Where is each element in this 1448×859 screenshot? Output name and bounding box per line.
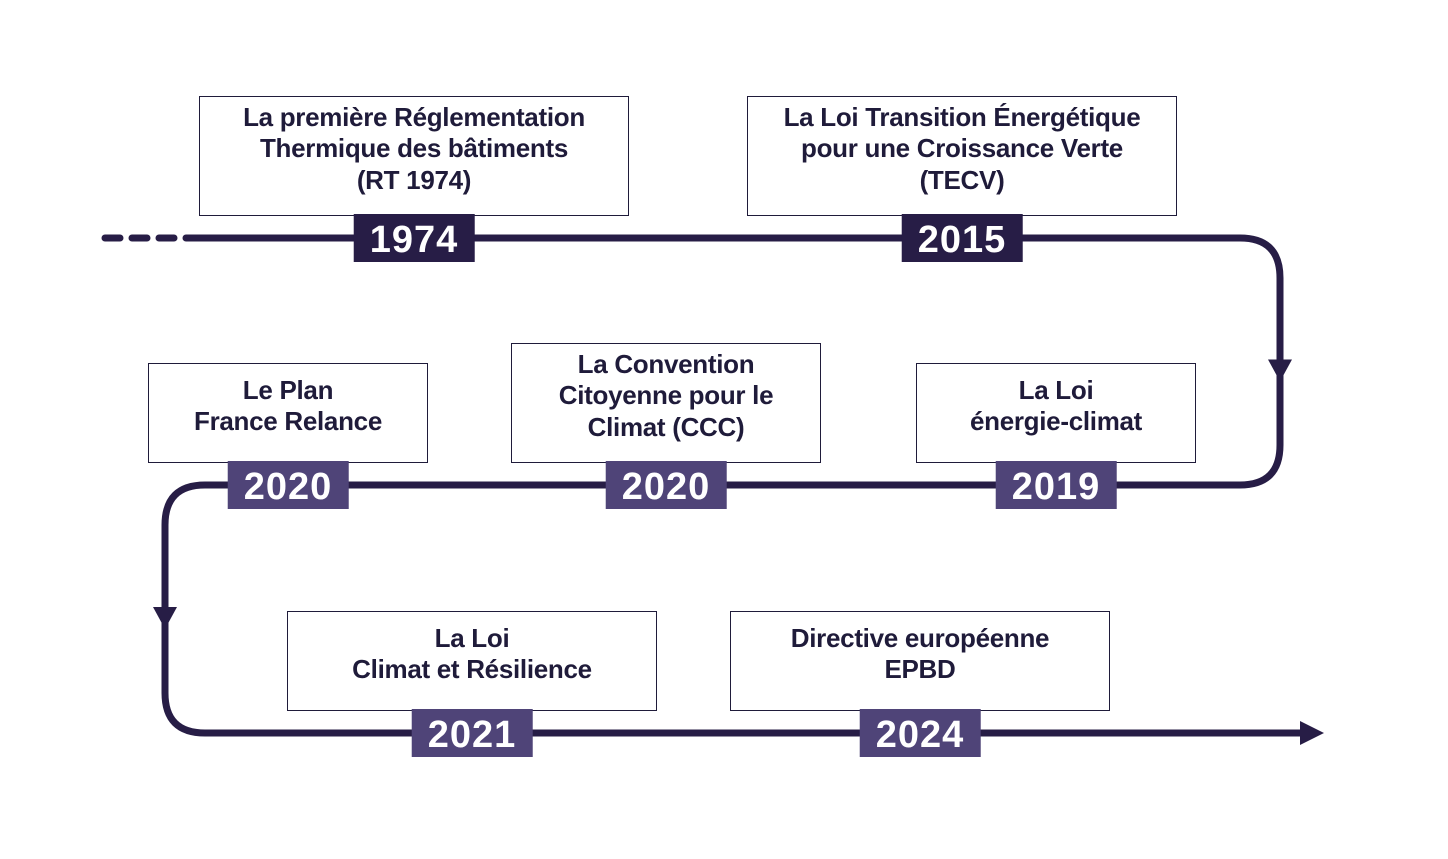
timeline-year-badge: 2024 xyxy=(860,709,981,757)
timeline-box: La LoiClimat et Résilience xyxy=(287,611,657,711)
timeline-box: La Loiénergie-climat xyxy=(916,363,1196,463)
timeline-year-badge: 1974 xyxy=(354,214,475,262)
timeline-year-badge: 2019 xyxy=(996,461,1117,509)
timeline-year-badge: 2021 xyxy=(412,709,533,757)
timeline-label: Le PlanFrance Relance xyxy=(194,375,382,437)
timeline-item-climres: La LoiClimat et Résilience2021 xyxy=(287,611,657,711)
timeline-label: La LoiClimat et Résilience xyxy=(352,623,592,685)
timeline-box: La première RéglementationThermique des … xyxy=(199,96,629,216)
timeline-year-badge: 2020 xyxy=(606,461,727,509)
arrowhead-right-icon xyxy=(1300,721,1324,745)
timeline-label: La première RéglementationThermique des … xyxy=(243,102,585,196)
timeline-label: Directive européenneEPBD xyxy=(791,623,1049,685)
timeline-item-epbd: Directive européenneEPBD2024 xyxy=(730,611,1110,711)
timeline-box: La Loi Transition Énergétiquepour une Cr… xyxy=(747,96,1177,216)
timeline-diagram: La première RéglementationThermique des … xyxy=(0,0,1448,859)
timeline-item-tecv: La Loi Transition Énergétiquepour une Cr… xyxy=(747,96,1177,216)
timeline-label: La ConventionCitoyenne pour leClimat (CC… xyxy=(559,349,773,443)
timeline-box: La ConventionCitoyenne pour leClimat (CC… xyxy=(511,343,821,463)
timeline-box: Le PlanFrance Relance xyxy=(148,363,428,463)
timeline-label: La Loi Transition Énergétiquepour une Cr… xyxy=(784,102,1141,196)
arrowhead-down-icon xyxy=(153,607,177,629)
timeline-item-relance: Le PlanFrance Relance2020 xyxy=(148,363,428,463)
timeline-year-badge: 2020 xyxy=(228,461,349,509)
timeline-box: Directive européenneEPBD xyxy=(730,611,1110,711)
timeline-item-lec: La Loiénergie-climat2019 xyxy=(916,363,1196,463)
timeline-item-ccc: La ConventionCitoyenne pour leClimat (CC… xyxy=(511,343,821,463)
timeline-year-badge: 2015 xyxy=(902,214,1023,262)
timeline-label: La Loiénergie-climat xyxy=(970,375,1142,437)
timeline-item-rt1974: La première RéglementationThermique des … xyxy=(199,96,629,216)
arrowhead-down-icon xyxy=(1268,360,1292,382)
